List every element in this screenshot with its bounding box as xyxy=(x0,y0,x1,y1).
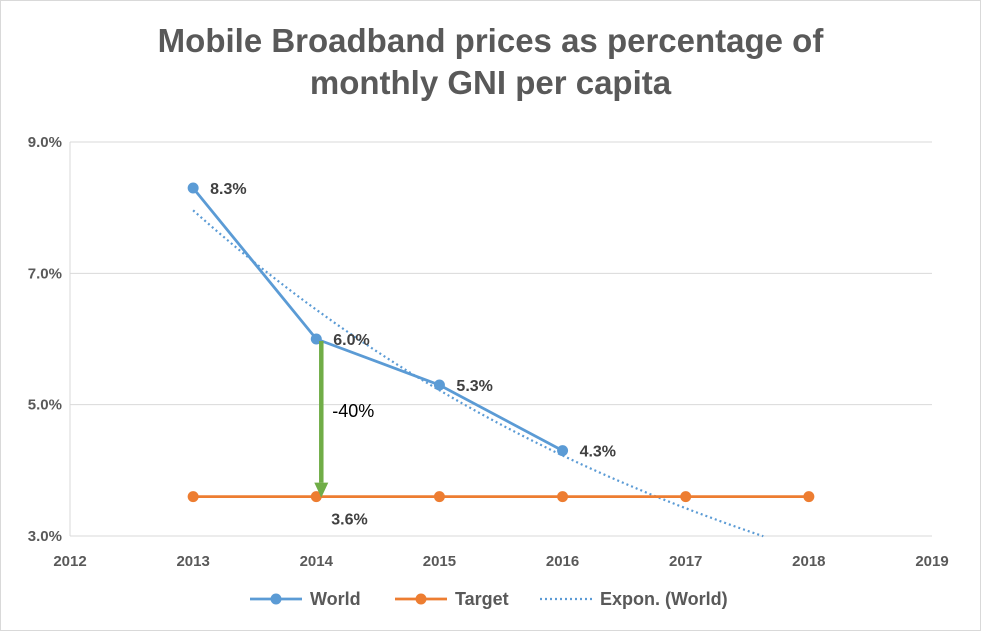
series-line-world xyxy=(192,187,564,452)
y-tick-label-3: 9.0% xyxy=(28,134,62,151)
data-label-world-2016: 4.3% xyxy=(580,444,616,461)
y-tick-label-2: 7.0% xyxy=(28,265,62,282)
x-tick-label-2013: 2013 xyxy=(176,553,209,570)
x-tick-label-2018: 2018 xyxy=(792,553,825,570)
data-label-world-2015: 5.3% xyxy=(456,378,492,395)
chart-title: Mobile Broadband prices as percentage of… xyxy=(0,20,981,104)
point-world-2015 xyxy=(433,379,445,391)
point-target-2018 xyxy=(803,491,815,503)
point-world-2016 xyxy=(557,445,569,457)
x-tick-label-2016: 2016 xyxy=(546,553,579,570)
legend: World Target Expon. (World) xyxy=(250,589,728,609)
legend-marker-world xyxy=(270,593,282,605)
x-tick-label-2014: 2014 xyxy=(300,553,334,570)
chart-title-line1: Mobile Broadband prices as percentage of xyxy=(157,22,824,59)
point-target-2016 xyxy=(557,491,569,503)
legend-label-trendline: Expon. (World) xyxy=(600,589,728,609)
data-label-world-2013: 8.3% xyxy=(210,181,246,198)
x-tick-label-2017: 2017 xyxy=(669,553,702,570)
point-world-2013 xyxy=(187,182,199,194)
data-label-world-2014: 6.0% xyxy=(333,332,369,349)
trendline-expon-world xyxy=(192,209,764,538)
legend-label-target: Target xyxy=(455,589,509,609)
y-tick-label-0: 3.0% xyxy=(28,528,62,545)
x-axis-ticks: 2012 2013 2014 2015 2016 2017 2018 2019 xyxy=(53,553,948,570)
point-target-2014 xyxy=(310,491,322,503)
chart-title-line2: monthly GNI per capita xyxy=(309,64,672,101)
legend-marker-target xyxy=(415,593,427,605)
annotation-arrow-head xyxy=(314,482,329,498)
annotation-label: -40% xyxy=(332,401,374,421)
x-tick-label-2019: 2019 xyxy=(915,553,948,570)
y-tick-label-1: 5.0% xyxy=(28,397,62,414)
data-label-target: 3.6% xyxy=(331,512,367,529)
x-tick-label-2015: 2015 xyxy=(423,553,456,570)
x-tick-label-2012: 2012 xyxy=(53,553,86,570)
point-target-2013 xyxy=(187,491,199,503)
point-target-2017 xyxy=(680,491,692,503)
series-layer: 8.3% 6.0% 5.3% 4.3% 3.6% xyxy=(187,181,815,538)
gridlines xyxy=(69,141,932,537)
point-target-2015 xyxy=(433,491,445,503)
legend-label-world: World xyxy=(310,589,361,609)
y-axis-ticks: 3.0% 5.0% 7.0% 9.0% xyxy=(28,134,62,545)
annotation-layer: -40% xyxy=(314,341,374,498)
